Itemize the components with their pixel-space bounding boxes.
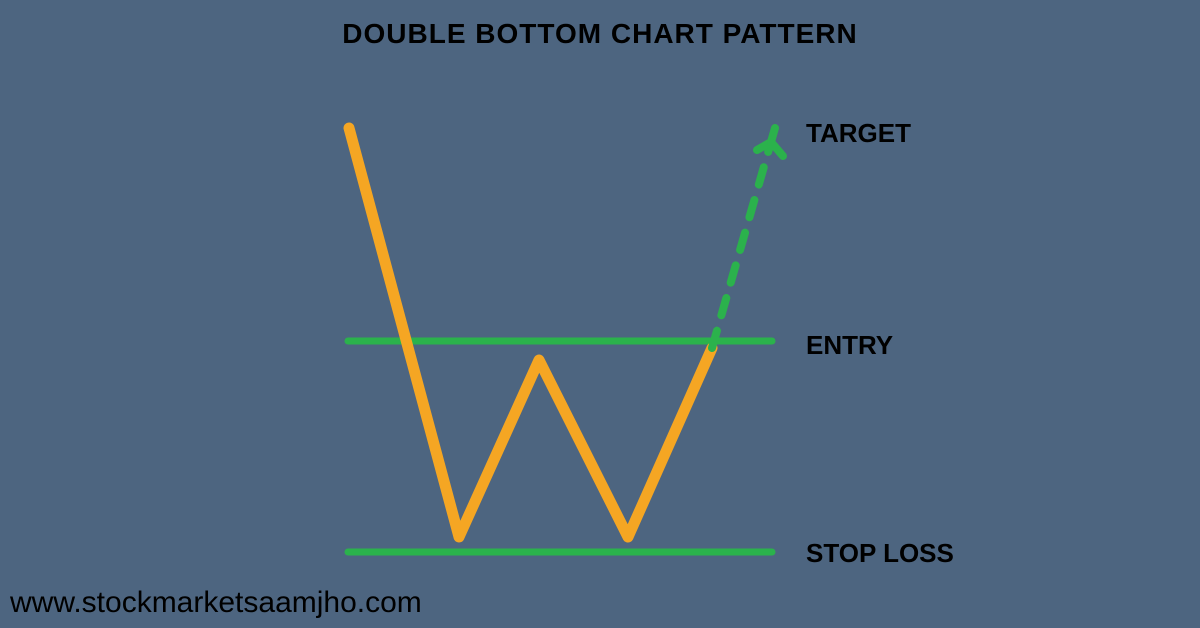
pattern-w-line — [349, 128, 712, 537]
stoploss-label: STOP LOSS — [806, 538, 954, 569]
target-label: TARGET — [806, 118, 911, 149]
entry-label: ENTRY — [806, 330, 893, 361]
target-dashed-line — [712, 142, 771, 348]
double-bottom-diagram — [0, 0, 1200, 628]
footer-url: www.stockmarketsaamjho.com — [10, 586, 422, 620]
